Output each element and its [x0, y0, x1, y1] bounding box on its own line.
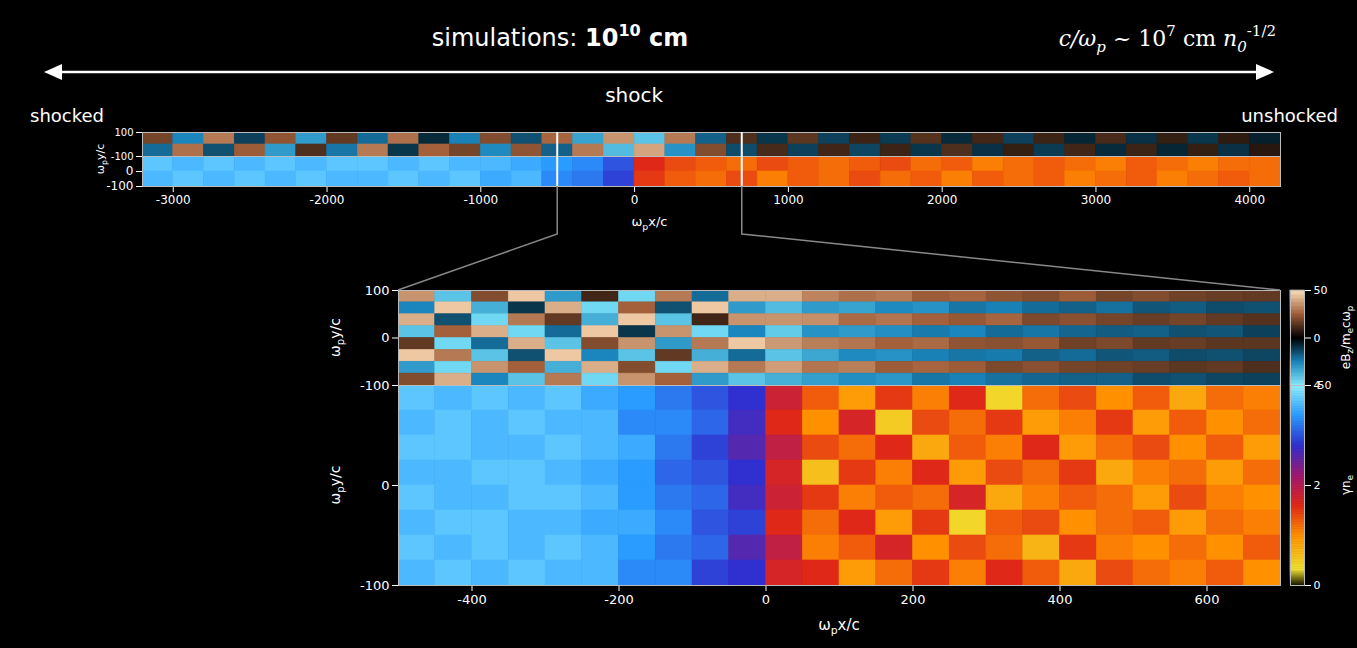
svg-text:eBz/mecωp: eBz/mecωp [1339, 306, 1355, 369]
svg-text:-50: -50 [1314, 379, 1332, 392]
svg-text:0: 0 [1314, 579, 1321, 592]
svg-text:-1000: -1000 [463, 193, 498, 207]
svg-text:-400: -400 [457, 592, 487, 607]
svg-text:3000: 3000 [1081, 193, 1112, 207]
svg-text:0: 0 [126, 164, 134, 178]
svg-text:shock: shock [605, 83, 663, 107]
svg-text:γne: γne [1339, 475, 1355, 495]
svg-text:0: 0 [762, 592, 770, 607]
svg-text:100: 100 [365, 283, 390, 298]
svg-text:ωpy/c: ωpy/c [327, 466, 346, 505]
svg-text:2000: 2000 [927, 193, 958, 207]
svg-text:c/ωp ~ 107 cm n0-1/2: c/ωp ~ 107 cm n0-1/2 [1059, 22, 1276, 56]
svg-text:0: 0 [1314, 332, 1321, 345]
svg-text:50: 50 [1314, 284, 1328, 297]
svg-text:2: 2 [1314, 479, 1321, 492]
svg-text:ωpx/c: ωpx/c [818, 616, 860, 637]
svg-text:unshocked: unshocked [1241, 105, 1338, 126]
svg-text:-100: -100 [360, 378, 390, 393]
svg-text:ωpy/c: ωpy/c [327, 318, 346, 357]
svg-text:ωpy/c: ωpy/c [94, 144, 109, 175]
svg-text:-3000: -3000 [156, 193, 191, 207]
svg-text:100: 100 [114, 127, 133, 138]
svg-text:-100: -100 [360, 578, 390, 593]
svg-text:-2000: -2000 [310, 193, 345, 207]
svg-text:-200: -200 [604, 592, 634, 607]
svg-text:1000: 1000 [773, 193, 804, 207]
svg-text:-100: -100 [111, 151, 134, 162]
svg-text:0: 0 [631, 193, 639, 207]
svg-text:400: 400 [1048, 592, 1073, 607]
svg-text:200: 200 [901, 592, 926, 607]
svg-text:4000: 4000 [1234, 193, 1265, 207]
svg-text:ωpx/c: ωpx/c [631, 214, 667, 232]
svg-text:4: 4 [1314, 379, 1321, 392]
svg-text:-100: -100 [106, 179, 133, 193]
svg-text:simulations: 1010 cm: simulations: 1010 cm [432, 21, 689, 52]
svg-text:0: 0 [381, 478, 389, 493]
svg-text:shocked: shocked [30, 105, 104, 126]
svg-text:0: 0 [381, 330, 389, 345]
svg-text:600: 600 [1195, 592, 1220, 607]
